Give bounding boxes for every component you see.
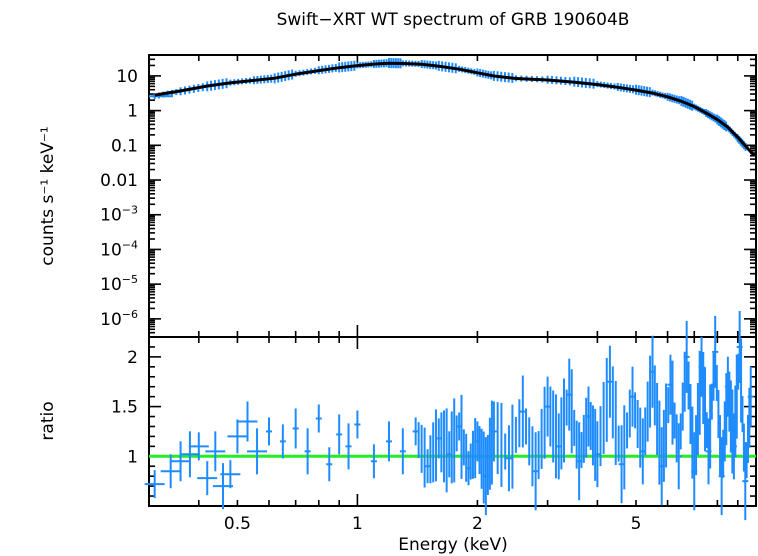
model-curve bbox=[154, 61, 756, 157]
y-tick-label: 10 bbox=[116, 67, 138, 87]
y-tick-label: 0.01 bbox=[100, 171, 138, 191]
top-panel-ticks: 10 1 0.1 0.01 10−3 10−4 10−5 10−6 bbox=[100, 54, 757, 338]
x-tick-label: 2 bbox=[472, 514, 483, 534]
bottom-panel-frame bbox=[148, 336, 757, 507]
y-tick-label: 1 bbox=[127, 447, 138, 467]
x-tick-label: 5 bbox=[631, 514, 642, 534]
chart-title: Swift−XRT WT spectrum of GRB 190604B bbox=[277, 10, 630, 30]
y-tick-label: 10−3 bbox=[100, 204, 138, 226]
x-tick-label: 1 bbox=[352, 514, 363, 534]
y-tick-label: 10−6 bbox=[100, 308, 138, 330]
y-tick-label: 10−4 bbox=[100, 238, 138, 260]
y-tick-label: 1.5 bbox=[111, 398, 138, 418]
bottom-panel-ticks: 0.5 1 2 5 2 1.5 1 bbox=[111, 336, 757, 534]
bottom-panel-data bbox=[144, 310, 756, 521]
x-axis-label: Energy (keV) bbox=[398, 535, 508, 555]
y-tick-label: 1 bbox=[127, 102, 138, 122]
x-tick-label: 0.5 bbox=[224, 514, 251, 534]
top-y-axis-label: counts s⁻¹ keV⁻¹ bbox=[38, 126, 58, 265]
y-tick-label: 10−5 bbox=[100, 273, 138, 295]
bottom-y-axis-label: ratio bbox=[38, 401, 58, 440]
y-tick-label: 0.1 bbox=[111, 136, 138, 156]
y-tick-label: 2 bbox=[127, 348, 138, 368]
top-panel-data bbox=[149, 58, 756, 157]
